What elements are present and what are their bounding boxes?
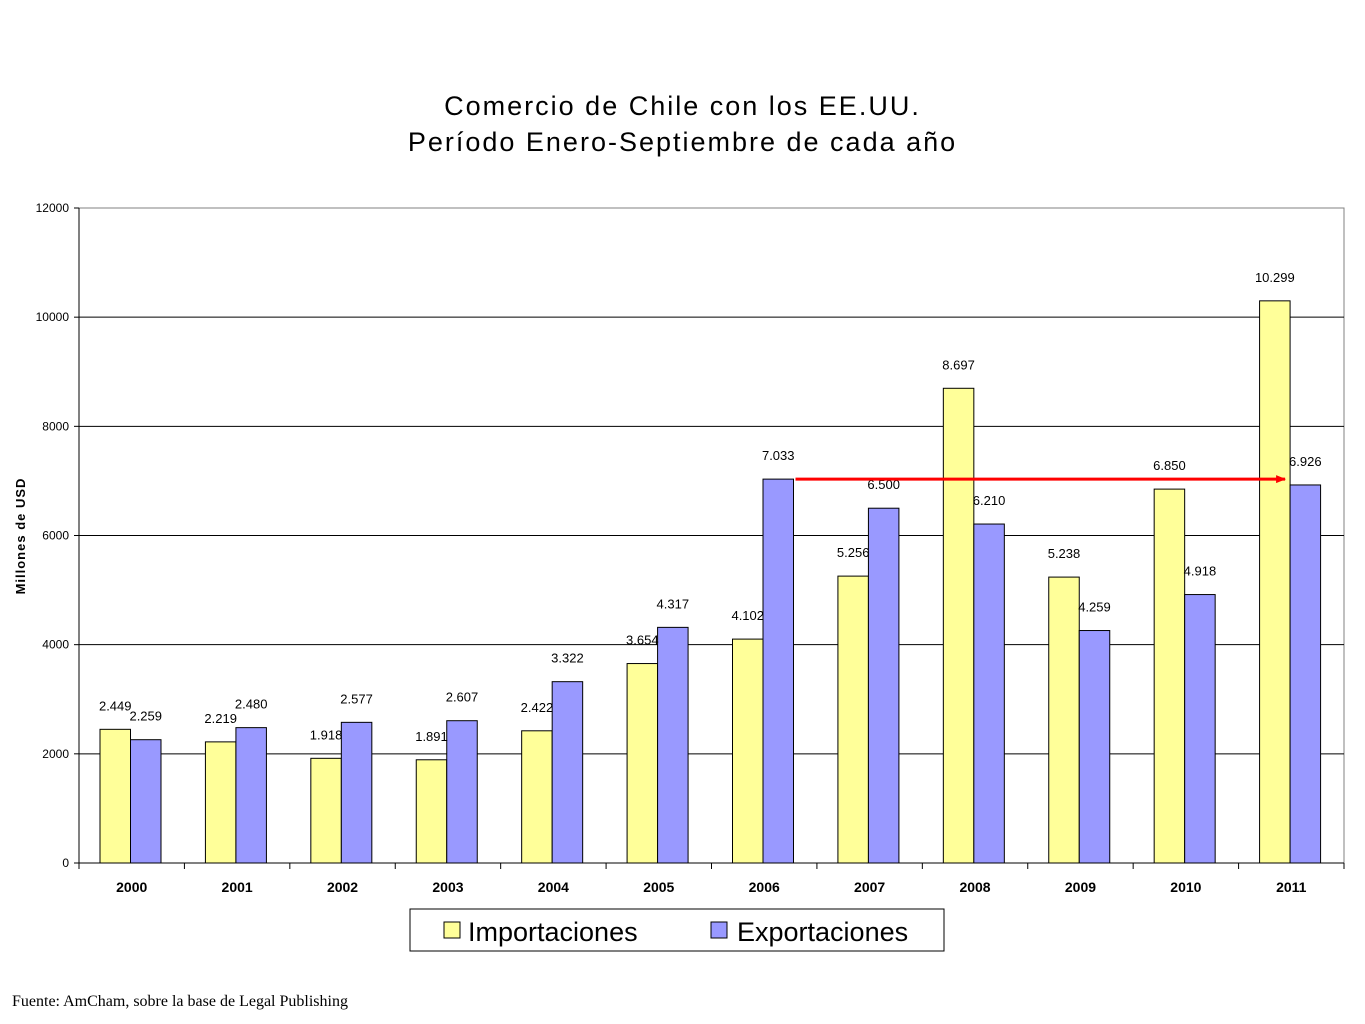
bar-importaciones: [204, 741, 237, 864]
x-tick-label: 2005: [643, 879, 674, 895]
source-note: Fuente: AmCham, sobre la base de Legal P…: [12, 993, 348, 1010]
bar-importaciones: [1048, 576, 1080, 864]
gridlines: [79, 316, 1344, 755]
y-tick-label: 0: [62, 856, 69, 870]
x-tick-label: 2011: [1276, 879, 1307, 895]
y-tick-label: 10000: [36, 310, 70, 324]
data-label-importaciones: 5.256: [837, 545, 870, 560]
data-label-exportaciones: 6.500: [867, 477, 900, 492]
bar-importaciones: [310, 757, 342, 864]
chart-title-line2: Período Enero-Septiembre de cada año: [407, 127, 958, 157]
data-label-importaciones: 10.299: [1255, 270, 1295, 285]
y-tick-label: 8000: [42, 419, 69, 433]
x-tick-label: 2007: [854, 879, 885, 895]
data-label-exportaciones: 2.607: [446, 690, 479, 705]
data-labels: 2.449 2.219 1.918 1.891 2.422 3.654 4.102 5.256…: [99, 270, 1322, 744]
data-label-exportaciones: 2.577: [340, 691, 373, 706]
legend-swatch-importaciones: [443, 921, 461, 939]
data-label-importaciones: 2.219: [204, 711, 237, 726]
data-label-exportaciones: 2.259: [129, 709, 162, 724]
data-label-exportaciones: 4.317: [657, 596, 690, 611]
data-label-importaciones: 3.654: [626, 633, 659, 648]
data-label-importaciones: 2.422: [521, 700, 554, 715]
x-tick-label: 2008: [959, 879, 990, 895]
x-tick-label: 2004: [538, 879, 569, 895]
y-tick-label: 12000: [36, 201, 70, 215]
axes: 0 2000 4000 6000 8000 10000 12000 2000 2001 2002 2…: [36, 201, 1345, 895]
x-tick-label: 2010: [1170, 879, 1201, 895]
bar-exportaciones: [235, 727, 267, 864]
legend-box: [409, 908, 945, 952]
data-label-importaciones: 6.850: [1153, 458, 1186, 473]
bar-exportaciones: [973, 523, 1005, 864]
x-tick-label: 2002: [327, 879, 358, 895]
x-tick-label: 2000: [116, 879, 147, 895]
bar-importaciones: [1153, 488, 1186, 864]
data-label-importaciones: 4.102: [731, 608, 764, 623]
bar-importaciones: [942, 387, 975, 864]
chart-title-line1: Comercio de Chile con los EE.UU.: [444, 91, 921, 121]
data-label-exportaciones: 6.210: [973, 493, 1006, 508]
bar-exportaciones: [657, 626, 689, 864]
data-label-exportaciones: 7.033: [762, 448, 795, 463]
bar-exportaciones: [340, 721, 373, 864]
bar-importaciones: [99, 728, 131, 864]
legend-swatch-exportaciones: [710, 921, 728, 939]
bar-exportaciones: [551, 681, 584, 864]
bar-importaciones: [626, 663, 659, 864]
data-label-importaciones: 8.697: [942, 357, 975, 372]
bar-importaciones: [732, 638, 764, 864]
bar-exportaciones: [1289, 484, 1322, 864]
x-tick-label: 2003: [432, 879, 463, 895]
legend-label-importaciones: Importaciones: [468, 917, 638, 947]
bar-importaciones: [1259, 300, 1291, 864]
y-axis-label: Millones de USD: [13, 478, 28, 595]
data-label-importaciones: 1.918: [310, 727, 343, 742]
data-label-importaciones: 1.891: [415, 729, 448, 744]
bar-exportaciones: [446, 720, 478, 864]
bar-exportaciones: [1078, 630, 1111, 864]
legend: Importaciones Exportaciones: [409, 908, 945, 952]
y-tick-label: 6000: [42, 529, 69, 543]
bar-exportaciones: [1184, 594, 1216, 864]
bar-exportaciones: [762, 478, 794, 864]
y-tick-label: 2000: [42, 747, 69, 761]
data-label-importaciones: 5.238: [1048, 546, 1081, 561]
data-label-exportaciones: 4.259: [1078, 600, 1111, 615]
bar-exportaciones: [130, 739, 162, 864]
bar-importaciones: [415, 759, 448, 864]
bar-exportaciones: [867, 507, 900, 864]
data-label-exportaciones: 2.480: [235, 697, 268, 712]
x-tick-label: 2009: [1065, 879, 1096, 895]
data-label-exportaciones: 4.918: [1184, 564, 1217, 579]
data-label-exportaciones: 6.926: [1289, 454, 1322, 469]
data-label-importaciones: 2.449: [99, 698, 132, 713]
bar-importaciones: [837, 575, 869, 864]
data-label-exportaciones: 3.322: [551, 651, 584, 666]
x-tick-label: 2001: [222, 879, 253, 895]
x-tick-label: 2006: [749, 879, 780, 895]
chart-title: Comercio de Chile con los EE.UU. Período…: [0, 88, 1365, 160]
y-tick-label: 4000: [42, 638, 69, 652]
legend-label-exportaciones: Exportaciones: [737, 917, 908, 947]
bar-importaciones: [521, 730, 553, 864]
